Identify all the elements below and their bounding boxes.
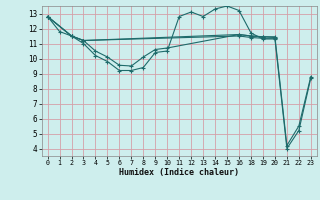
X-axis label: Humidex (Indice chaleur): Humidex (Indice chaleur) — [119, 168, 239, 177]
